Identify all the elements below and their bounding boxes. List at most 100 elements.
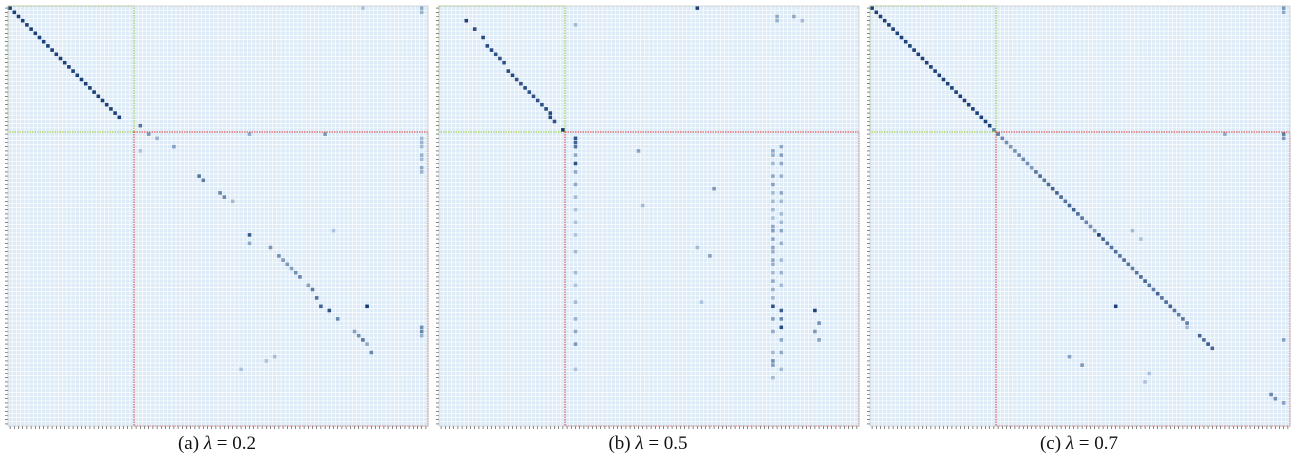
heatmap-cell bbox=[50, 48, 54, 52]
heatmap-cell bbox=[506, 69, 511, 73]
heatmap-cell bbox=[531, 94, 536, 99]
heatmap-cell bbox=[699, 300, 704, 304]
heatmap-cell bbox=[1130, 228, 1135, 233]
heatmap-cell bbox=[1063, 199, 1068, 204]
heatmap-cell bbox=[327, 308, 332, 313]
heatmap-cell bbox=[239, 367, 243, 372]
heatmap-frame bbox=[869, 5, 1291, 427]
heatmap-cell bbox=[419, 6, 424, 10]
heatmap-cell bbox=[933, 69, 937, 73]
heatmap-cell bbox=[771, 317, 775, 321]
heatmap-cell bbox=[1084, 220, 1089, 225]
heatmap-cell bbox=[779, 283, 784, 288]
heatmap-cell bbox=[771, 304, 775, 309]
heatmap-cell bbox=[771, 237, 775, 241]
heatmap-cell bbox=[573, 153, 578, 157]
heatmap-cell bbox=[908, 44, 912, 48]
heatmap-cell bbox=[281, 258, 285, 262]
heatmap-cell bbox=[813, 308, 817, 313]
heatmap-cell bbox=[1281, 132, 1286, 136]
heatmap-cell bbox=[573, 233, 578, 237]
heatmap-cell bbox=[870, 6, 874, 10]
heatmap-cell bbox=[519, 81, 523, 86]
panel-a: (a) λ = 0.2 bbox=[2, 0, 432, 462]
heatmap-cell bbox=[510, 73, 515, 78]
panel-b: (b) λ = 0.5 bbox=[433, 0, 863, 462]
heatmap-cell bbox=[230, 199, 235, 204]
panel-c: (c) λ = 0.7 bbox=[864, 0, 1294, 462]
heatmap-cell bbox=[1139, 275, 1143, 279]
heatmap-cell bbox=[573, 136, 578, 141]
heatmap-cell bbox=[895, 31, 900, 36]
heatmap-cell bbox=[771, 174, 775, 178]
heatmap-cell bbox=[779, 258, 784, 262]
heatmap-cell bbox=[573, 195, 578, 199]
heatmap-cell bbox=[771, 287, 775, 292]
heatmap-cell bbox=[100, 98, 105, 103]
heatmap-cell bbox=[419, 170, 424, 174]
heatmap-cell bbox=[1206, 342, 1210, 346]
heatmap-cell bbox=[771, 224, 775, 229]
caption-c-value: 0.7 bbox=[1094, 433, 1119, 454]
caption-c-lambda: λ bbox=[1065, 433, 1075, 454]
heatmap-cell bbox=[293, 270, 298, 275]
heatmap-cell bbox=[779, 308, 784, 313]
heatmap-cell bbox=[779, 191, 784, 195]
heatmap-cell bbox=[912, 48, 916, 52]
caption-a-value: 0.2 bbox=[232, 433, 257, 454]
heatmap-cell bbox=[771, 249, 775, 254]
axis-ticks bbox=[5, 7, 427, 429]
heatmap-cell bbox=[37, 35, 42, 40]
heatmap-cell bbox=[1038, 174, 1042, 178]
heatmap-cell bbox=[46, 44, 50, 48]
heatmap-cell bbox=[573, 23, 578, 27]
heatmap-cell bbox=[771, 216, 775, 220]
heatmap-cell bbox=[485, 44, 490, 48]
heatmap-cell bbox=[1113, 304, 1118, 309]
heatmap-cell bbox=[1126, 262, 1131, 267]
heatmap-cell bbox=[92, 90, 96, 94]
heatmap-cell bbox=[104, 102, 109, 107]
caption-a: (a) λ = 0.2 bbox=[2, 433, 432, 455]
heatmap-cell bbox=[419, 325, 424, 330]
heatmap-cell bbox=[1210, 346, 1215, 351]
heatmap-cell bbox=[54, 52, 59, 57]
heatmap-cell bbox=[1105, 241, 1110, 246]
axis-ticks bbox=[436, 7, 858, 429]
heatmap-cell bbox=[319, 304, 323, 309]
heatmap-cell bbox=[138, 149, 143, 153]
heatmap-cell bbox=[514, 77, 519, 82]
heatmap-cell bbox=[1143, 279, 1147, 283]
heatmap-cell bbox=[1101, 237, 1105, 241]
heatmap-cell bbox=[712, 186, 716, 191]
heatmap-cell bbox=[573, 144, 578, 149]
heatmap-cell bbox=[817, 321, 821, 325]
heatmap-cell bbox=[552, 119, 557, 124]
heatmap-cell bbox=[779, 153, 784, 157]
heatmap-cell bbox=[1046, 182, 1051, 187]
heatmap-cell bbox=[817, 338, 821, 342]
heatmap-cell bbox=[962, 98, 967, 103]
heatmap-cell bbox=[792, 14, 796, 19]
heatmap-cell bbox=[1281, 10, 1286, 15]
heatmap-cell bbox=[1223, 132, 1227, 136]
heatmap-cell bbox=[771, 245, 775, 250]
heatmap-cell bbox=[419, 10, 424, 15]
heatmap-b bbox=[436, 5, 860, 429]
heatmap-cell bbox=[369, 350, 374, 355]
caption-b: (b) λ = 0.5 bbox=[433, 433, 863, 455]
heatmap-cell bbox=[1113, 249, 1118, 254]
heatmap-cell bbox=[285, 262, 290, 267]
heatmap-cell bbox=[891, 27, 895, 31]
heatmap-cell bbox=[813, 329, 817, 334]
heatmap-cell bbox=[1281, 136, 1286, 141]
heatmap-cell bbox=[996, 132, 1000, 136]
heatmap-cell bbox=[323, 132, 327, 136]
heatmap-cell bbox=[1281, 6, 1286, 10]
heatmap-cell bbox=[899, 35, 904, 40]
heatmap-cell bbox=[33, 31, 38, 36]
heatmap-cell bbox=[1042, 178, 1047, 183]
heatmap-cell bbox=[916, 52, 921, 57]
heatmap-cell bbox=[1139, 237, 1143, 241]
heatmap-cell bbox=[771, 149, 775, 153]
